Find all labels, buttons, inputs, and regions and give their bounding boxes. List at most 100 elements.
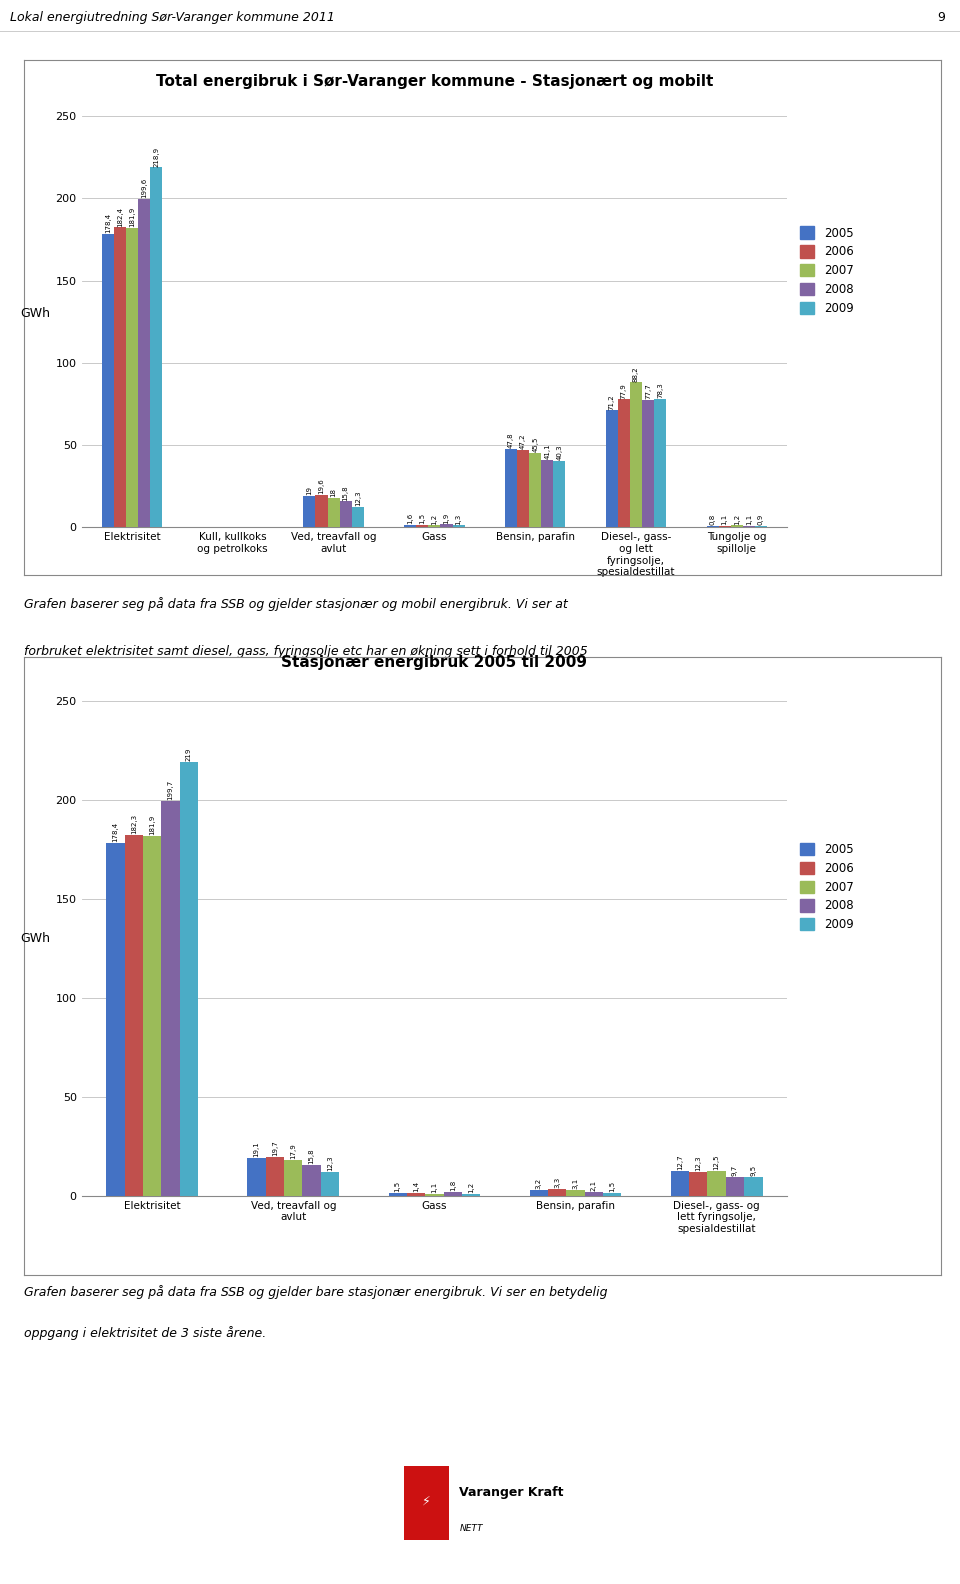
Text: 1,6: 1,6 xyxy=(407,513,413,524)
Text: 1,9: 1,9 xyxy=(444,512,449,524)
Text: 1,2: 1,2 xyxy=(733,513,740,524)
Text: 0,8: 0,8 xyxy=(709,515,715,526)
Bar xyxy=(316,496,327,527)
Text: 2,1: 2,1 xyxy=(590,1180,597,1191)
Bar xyxy=(566,1190,585,1196)
Bar xyxy=(417,524,428,527)
Text: 3,2: 3,2 xyxy=(536,1177,541,1188)
Text: 182,3: 182,3 xyxy=(131,814,137,833)
Bar xyxy=(303,496,316,527)
Bar xyxy=(603,1193,621,1196)
Y-axis label: GWh: GWh xyxy=(20,931,50,946)
Bar xyxy=(284,1161,302,1196)
Text: 78,3: 78,3 xyxy=(658,382,663,398)
Bar xyxy=(327,497,340,527)
Text: Varanger Kraft: Varanger Kraft xyxy=(459,1486,564,1498)
Title: Stasjonær energibruk 2005 til 2009: Stasjonær energibruk 2005 til 2009 xyxy=(281,656,588,670)
Bar xyxy=(444,1193,462,1196)
Bar xyxy=(618,399,630,527)
Text: 77,9: 77,9 xyxy=(621,383,627,399)
Text: 47,8: 47,8 xyxy=(508,432,514,448)
Bar xyxy=(404,524,417,527)
Text: 178,4: 178,4 xyxy=(105,214,110,233)
Bar xyxy=(143,836,161,1196)
Bar xyxy=(726,1177,744,1196)
Text: 41,1: 41,1 xyxy=(544,444,550,459)
Text: 12,3: 12,3 xyxy=(355,491,361,507)
Legend: 2005, 2006, 2007, 2008, 2009: 2005, 2006, 2007, 2008, 2009 xyxy=(800,843,853,931)
Text: 1,5: 1,5 xyxy=(610,1180,615,1191)
Bar xyxy=(743,526,755,527)
Text: ⚡: ⚡ xyxy=(422,1494,431,1508)
Bar xyxy=(266,1156,284,1196)
Text: 1,3: 1,3 xyxy=(456,513,462,524)
Text: Lokal energiutredning Sør-Varanger kommune 2011: Lokal energiutredning Sør-Varanger kommu… xyxy=(10,11,334,24)
Text: 19,1: 19,1 xyxy=(253,1142,259,1156)
Text: 17,9: 17,9 xyxy=(290,1144,297,1159)
Bar xyxy=(585,1191,603,1196)
Text: Grafen baserer seg på data fra SSB og gjelder stasjonær og mobil energibruk. Vi : Grafen baserer seg på data fra SSB og gj… xyxy=(24,597,567,611)
Bar xyxy=(302,1164,321,1196)
Text: 88,2: 88,2 xyxy=(633,366,639,382)
Text: 182,4: 182,4 xyxy=(117,206,123,227)
Text: 0,9: 0,9 xyxy=(758,513,764,526)
Bar xyxy=(340,502,351,527)
Text: 19,7: 19,7 xyxy=(272,1140,278,1156)
Bar xyxy=(102,234,114,527)
Text: 1,5: 1,5 xyxy=(395,1180,400,1191)
Bar xyxy=(744,1177,762,1196)
Bar xyxy=(529,453,541,527)
Bar xyxy=(248,1158,266,1196)
Bar xyxy=(553,461,565,527)
Bar xyxy=(407,1193,425,1196)
Text: 19,6: 19,6 xyxy=(319,478,324,494)
Bar xyxy=(630,382,642,527)
Bar xyxy=(107,843,125,1196)
Legend: 2005, 2006, 2007, 2008, 2009: 2005, 2006, 2007, 2008, 2009 xyxy=(800,227,853,315)
Text: 47,2: 47,2 xyxy=(520,434,526,448)
Text: 181,9: 181,9 xyxy=(129,208,135,228)
Y-axis label: GWh: GWh xyxy=(20,307,50,320)
Text: 1,1: 1,1 xyxy=(722,513,728,524)
Bar xyxy=(719,526,731,527)
Text: 77,7: 77,7 xyxy=(645,383,651,399)
Bar xyxy=(321,1172,339,1196)
Text: 15,8: 15,8 xyxy=(308,1148,315,1164)
Bar xyxy=(126,228,138,527)
Text: 199,7: 199,7 xyxy=(167,779,174,800)
Bar xyxy=(731,526,743,527)
Bar xyxy=(161,800,180,1196)
Bar xyxy=(389,1193,407,1196)
Text: 178,4: 178,4 xyxy=(112,822,118,841)
Text: 1,2: 1,2 xyxy=(468,1182,474,1193)
Text: 1,5: 1,5 xyxy=(420,513,425,524)
Bar xyxy=(425,1194,444,1196)
Bar xyxy=(462,1194,480,1196)
Bar xyxy=(606,410,618,527)
Text: 1,4: 1,4 xyxy=(413,1182,420,1193)
Title: Total energibruk i Sør-Varanger kommune - Stasjonært og mobilt: Total energibruk i Sør-Varanger kommune … xyxy=(156,74,713,89)
Text: 15,8: 15,8 xyxy=(343,485,348,501)
Text: Grafen baserer seg på data fra SSB og gjelder bare stasjonær energibruk. Vi ser : Grafen baserer seg på data fra SSB og gj… xyxy=(24,1285,608,1299)
Bar xyxy=(351,507,364,527)
Text: 219: 219 xyxy=(186,748,192,762)
Bar xyxy=(138,200,150,527)
Text: 71,2: 71,2 xyxy=(609,394,614,410)
Text: 9,7: 9,7 xyxy=(732,1164,738,1175)
Bar xyxy=(708,1171,726,1196)
Text: 1,8: 1,8 xyxy=(449,1180,456,1191)
Text: 1,2: 1,2 xyxy=(431,513,438,524)
Text: 12,3: 12,3 xyxy=(695,1155,702,1171)
Bar xyxy=(441,524,452,527)
Text: oppgang i elektrisitet de 3 siste årene.: oppgang i elektrisitet de 3 siste årene. xyxy=(24,1326,266,1340)
Bar xyxy=(541,459,553,527)
Text: 1,1: 1,1 xyxy=(431,1182,438,1193)
Bar xyxy=(642,399,654,527)
Text: 181,9: 181,9 xyxy=(149,814,156,835)
Text: 12,3: 12,3 xyxy=(327,1155,333,1171)
Text: 9,5: 9,5 xyxy=(751,1164,756,1175)
Text: 199,6: 199,6 xyxy=(141,177,147,198)
Bar xyxy=(180,762,198,1196)
Bar xyxy=(428,526,441,527)
Text: 1,1: 1,1 xyxy=(746,513,752,524)
